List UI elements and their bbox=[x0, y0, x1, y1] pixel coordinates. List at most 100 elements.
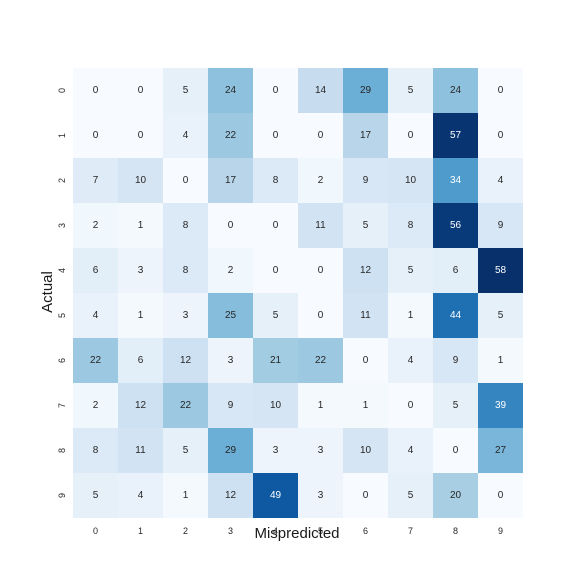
x-tick-label-3: 3 bbox=[228, 526, 233, 536]
heatmap-cell-7-9 bbox=[478, 383, 523, 428]
cell-value-5-7: 1 bbox=[408, 310, 414, 321]
cell-value-8-4: 3 bbox=[273, 445, 279, 456]
heatmap-cell-8-4 bbox=[253, 428, 298, 473]
cell-value-7-5: 1 bbox=[318, 400, 324, 411]
heatmap-cell-6-6 bbox=[343, 338, 388, 383]
cell-value-3-9: 9 bbox=[498, 220, 504, 231]
cell-value-6-6: 0 bbox=[363, 355, 369, 366]
heatmap-cell-4-1 bbox=[118, 248, 163, 293]
x-tick-label-4: 4 bbox=[273, 526, 278, 536]
heatmap-cell-5-8 bbox=[433, 293, 478, 338]
x-tick-label-6: 6 bbox=[363, 526, 368, 536]
heatmap-cell-0-9 bbox=[478, 68, 523, 113]
cell-value-9-6: 0 bbox=[363, 490, 369, 501]
heatmap-cell-5-6 bbox=[343, 293, 388, 338]
heatmap-cell-0-5 bbox=[298, 68, 343, 113]
cell-value-8-8: 0 bbox=[453, 445, 459, 456]
heatmap-cell-6-1 bbox=[118, 338, 163, 383]
y-tick-label-1: 1 bbox=[57, 133, 67, 138]
cell-value-6-7: 4 bbox=[408, 355, 414, 366]
heatmap-cell-4-0 bbox=[73, 248, 118, 293]
y-tick-label-0: 0 bbox=[57, 88, 67, 93]
y-tick-label-6: 6 bbox=[57, 358, 67, 363]
heatmap-cell-1-8 bbox=[433, 113, 478, 158]
cell-value-7-9: 39 bbox=[495, 400, 507, 411]
y-tick-labels: 0 1 2 3 4 5 6 7 8 9 bbox=[57, 88, 67, 498]
heatmap-cell-3-3 bbox=[208, 203, 253, 248]
cell-value-0-2: 5 bbox=[183, 85, 189, 96]
heatmap-cell-1-9 bbox=[478, 113, 523, 158]
heatmap-cell-3-5 bbox=[298, 203, 343, 248]
cell-value-3-4: 0 bbox=[273, 220, 279, 231]
cell-value-5-2: 3 bbox=[183, 310, 189, 321]
heatmap-cell-2-5 bbox=[298, 158, 343, 203]
heatmap-cell-1-7 bbox=[388, 113, 433, 158]
heatmap-cell-4-5 bbox=[298, 248, 343, 293]
cell-value-5-0: 4 bbox=[93, 310, 99, 321]
heatmap-cell-8-3 bbox=[208, 428, 253, 473]
heatmap-cell-9-7 bbox=[388, 473, 433, 518]
cell-value-1-9: 0 bbox=[498, 130, 504, 141]
heatmap-cell-5-9 bbox=[478, 293, 523, 338]
heatmap-cell-7-1 bbox=[118, 383, 163, 428]
cell-value-3-3: 0 bbox=[228, 220, 234, 231]
heatmap-cell-1-2 bbox=[163, 113, 208, 158]
x-tick-label-0: 0 bbox=[93, 526, 98, 536]
heatmap-cell-1-3 bbox=[208, 113, 253, 158]
cell-value-7-0: 2 bbox=[93, 400, 99, 411]
heatmap-cell-6-3 bbox=[208, 338, 253, 383]
cell-value-5-6: 11 bbox=[360, 310, 371, 321]
cell-value-4-0: 6 bbox=[93, 265, 99, 276]
heatmap-cell-4-6 bbox=[343, 248, 388, 293]
heatmap-cell-3-7 bbox=[388, 203, 433, 248]
heatmap-cell-6-0 bbox=[73, 338, 118, 383]
cell-value-7-7: 0 bbox=[408, 400, 414, 411]
heatmap-cell-7-5 bbox=[298, 383, 343, 428]
cell-value-5-8: 44 bbox=[450, 310, 462, 321]
heatmap-cell-2-2 bbox=[163, 158, 208, 203]
heatmap-cell-3-9 bbox=[478, 203, 523, 248]
cell-value-2-6: 9 bbox=[363, 175, 369, 186]
cell-value-8-0: 8 bbox=[93, 445, 99, 456]
heatmap-cell-8-7 bbox=[388, 428, 433, 473]
heatmap-cell-9-2 bbox=[163, 473, 208, 518]
x-tick-label-1: 1 bbox=[138, 526, 143, 536]
cell-value-8-1: 11 bbox=[135, 445, 146, 456]
x-tick-label-2: 2 bbox=[183, 526, 188, 536]
heatmap-cell-8-8 bbox=[433, 428, 478, 473]
cell-value-1-4: 0 bbox=[273, 130, 279, 141]
heatmap-cell-0-8 bbox=[433, 68, 478, 113]
heatmap-cell-9-1 bbox=[118, 473, 163, 518]
cell-value-1-0: 0 bbox=[93, 130, 99, 141]
cell-value-4-3: 2 bbox=[228, 265, 234, 276]
cell-value-8-5: 3 bbox=[318, 445, 324, 456]
heatmap-cell-0-1 bbox=[118, 68, 163, 113]
cell-value-1-1: 0 bbox=[138, 130, 144, 141]
cell-value-1-6: 17 bbox=[360, 130, 372, 141]
heatmap-cell-5-4 bbox=[253, 293, 298, 338]
x-tick-label-7: 7 bbox=[408, 526, 413, 536]
cell-value-4-9: 58 bbox=[495, 265, 507, 276]
cell-value-8-6: 10 bbox=[360, 445, 372, 456]
heatmap-cell-0-6 bbox=[343, 68, 388, 113]
cell-value-0-5: 14 bbox=[315, 85, 327, 96]
heatmap-cell-8-6 bbox=[343, 428, 388, 473]
heatmap-cell-7-4 bbox=[253, 383, 298, 428]
cell-value-5-5: 0 bbox=[318, 310, 324, 321]
heatmap-cell-6-4 bbox=[253, 338, 298, 383]
cell-value-6-8: 9 bbox=[453, 355, 459, 366]
cell-value-8-7: 4 bbox=[408, 445, 414, 456]
cell-value-9-0: 5 bbox=[93, 490, 99, 501]
heatmap-cell-0-7 bbox=[388, 68, 433, 113]
cell-value-5-3: 25 bbox=[225, 310, 237, 321]
cell-value-1-8: 57 bbox=[450, 130, 462, 141]
cell-value-9-3: 12 bbox=[225, 490, 237, 501]
cell-value-4-6: 12 bbox=[360, 265, 372, 276]
cell-value-9-2: 1 bbox=[183, 490, 189, 501]
heatmap-cell-6-2 bbox=[163, 338, 208, 383]
cell-value-6-1: 6 bbox=[138, 355, 144, 366]
heatmap-cell-1-6 bbox=[343, 113, 388, 158]
x-tick-label-5: 5 bbox=[318, 526, 323, 536]
heatmap-cell-3-4 bbox=[253, 203, 298, 248]
cell-value-0-8: 24 bbox=[450, 85, 462, 96]
